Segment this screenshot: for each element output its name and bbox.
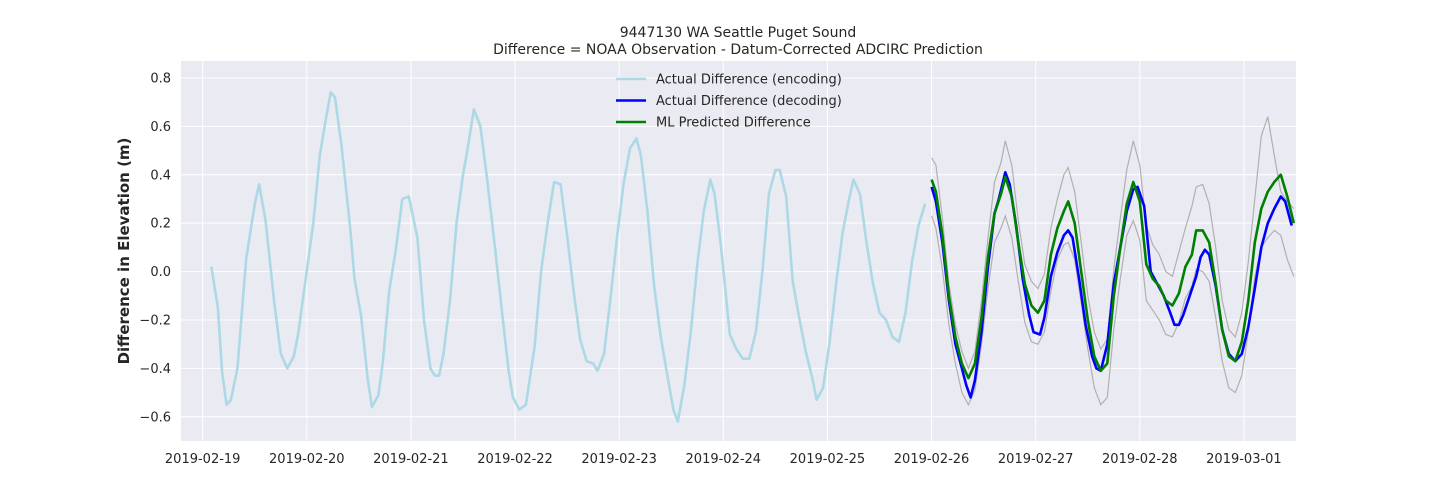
series-line-ml-predicted bbox=[930, 173, 1296, 380]
y-tick-label: 0.0 bbox=[150, 265, 171, 280]
band-lower-line bbox=[931, 213, 1295, 407]
y-tick-label: −0.4 bbox=[139, 362, 171, 377]
legend-label: ML Predicted Difference bbox=[656, 116, 811, 131]
x-tick-label: 2019-02-20 bbox=[269, 452, 345, 467]
legend-label: Actual Difference (encoding) bbox=[656, 73, 842, 88]
x-tick-label: 2019-03-01 bbox=[1206, 452, 1282, 467]
series-line-encoding bbox=[210, 91, 927, 423]
y-tick-labels: −0.6 −0.4 −0.2 0.0 0.2 0.4 0.6 0.8 bbox=[139, 71, 171, 425]
legend: Actual Difference (encoding) Actual Diffe… bbox=[616, 73, 842, 131]
x-tick-label: 2019-02-26 bbox=[894, 452, 970, 467]
x-tick-label: 2019-02-28 bbox=[1102, 452, 1178, 467]
y-tick-label: 0.4 bbox=[150, 168, 171, 183]
series-lines bbox=[210, 91, 1296, 423]
x-tick-label: 2019-02-21 bbox=[373, 452, 449, 467]
x-tick-label: 2019-02-24 bbox=[686, 452, 762, 467]
y-tick-label: 0.6 bbox=[150, 120, 171, 135]
x-tick-label: 2019-02-25 bbox=[790, 452, 866, 467]
y-tick-label: −0.6 bbox=[139, 410, 171, 425]
legend-label: Actual Difference (decoding) bbox=[656, 94, 842, 109]
x-tick-label: 2019-02-23 bbox=[581, 452, 657, 467]
y-tick-label: 0.2 bbox=[150, 217, 171, 232]
x-tick-label: 2019-02-22 bbox=[477, 452, 553, 467]
chart-title: 9447130 WA Seattle Puget Sound bbox=[620, 25, 857, 41]
x-tick-label: 2019-02-27 bbox=[998, 452, 1074, 467]
grid-lines bbox=[181, 61, 1296, 441]
y-axis-label: Difference in Elevation (m) bbox=[115, 138, 133, 365]
x-tick-labels: 2019-02-19 2019-02-20 2019-02-21 2019-02-22… bbox=[165, 452, 1282, 467]
chart-subtitle: Difference = NOAA Observation - Datum-Co… bbox=[493, 42, 983, 58]
y-tick-label: −0.2 bbox=[139, 313, 171, 328]
y-tick-label: 0.8 bbox=[150, 71, 171, 86]
x-tick-label: 2019-02-19 bbox=[165, 452, 241, 467]
